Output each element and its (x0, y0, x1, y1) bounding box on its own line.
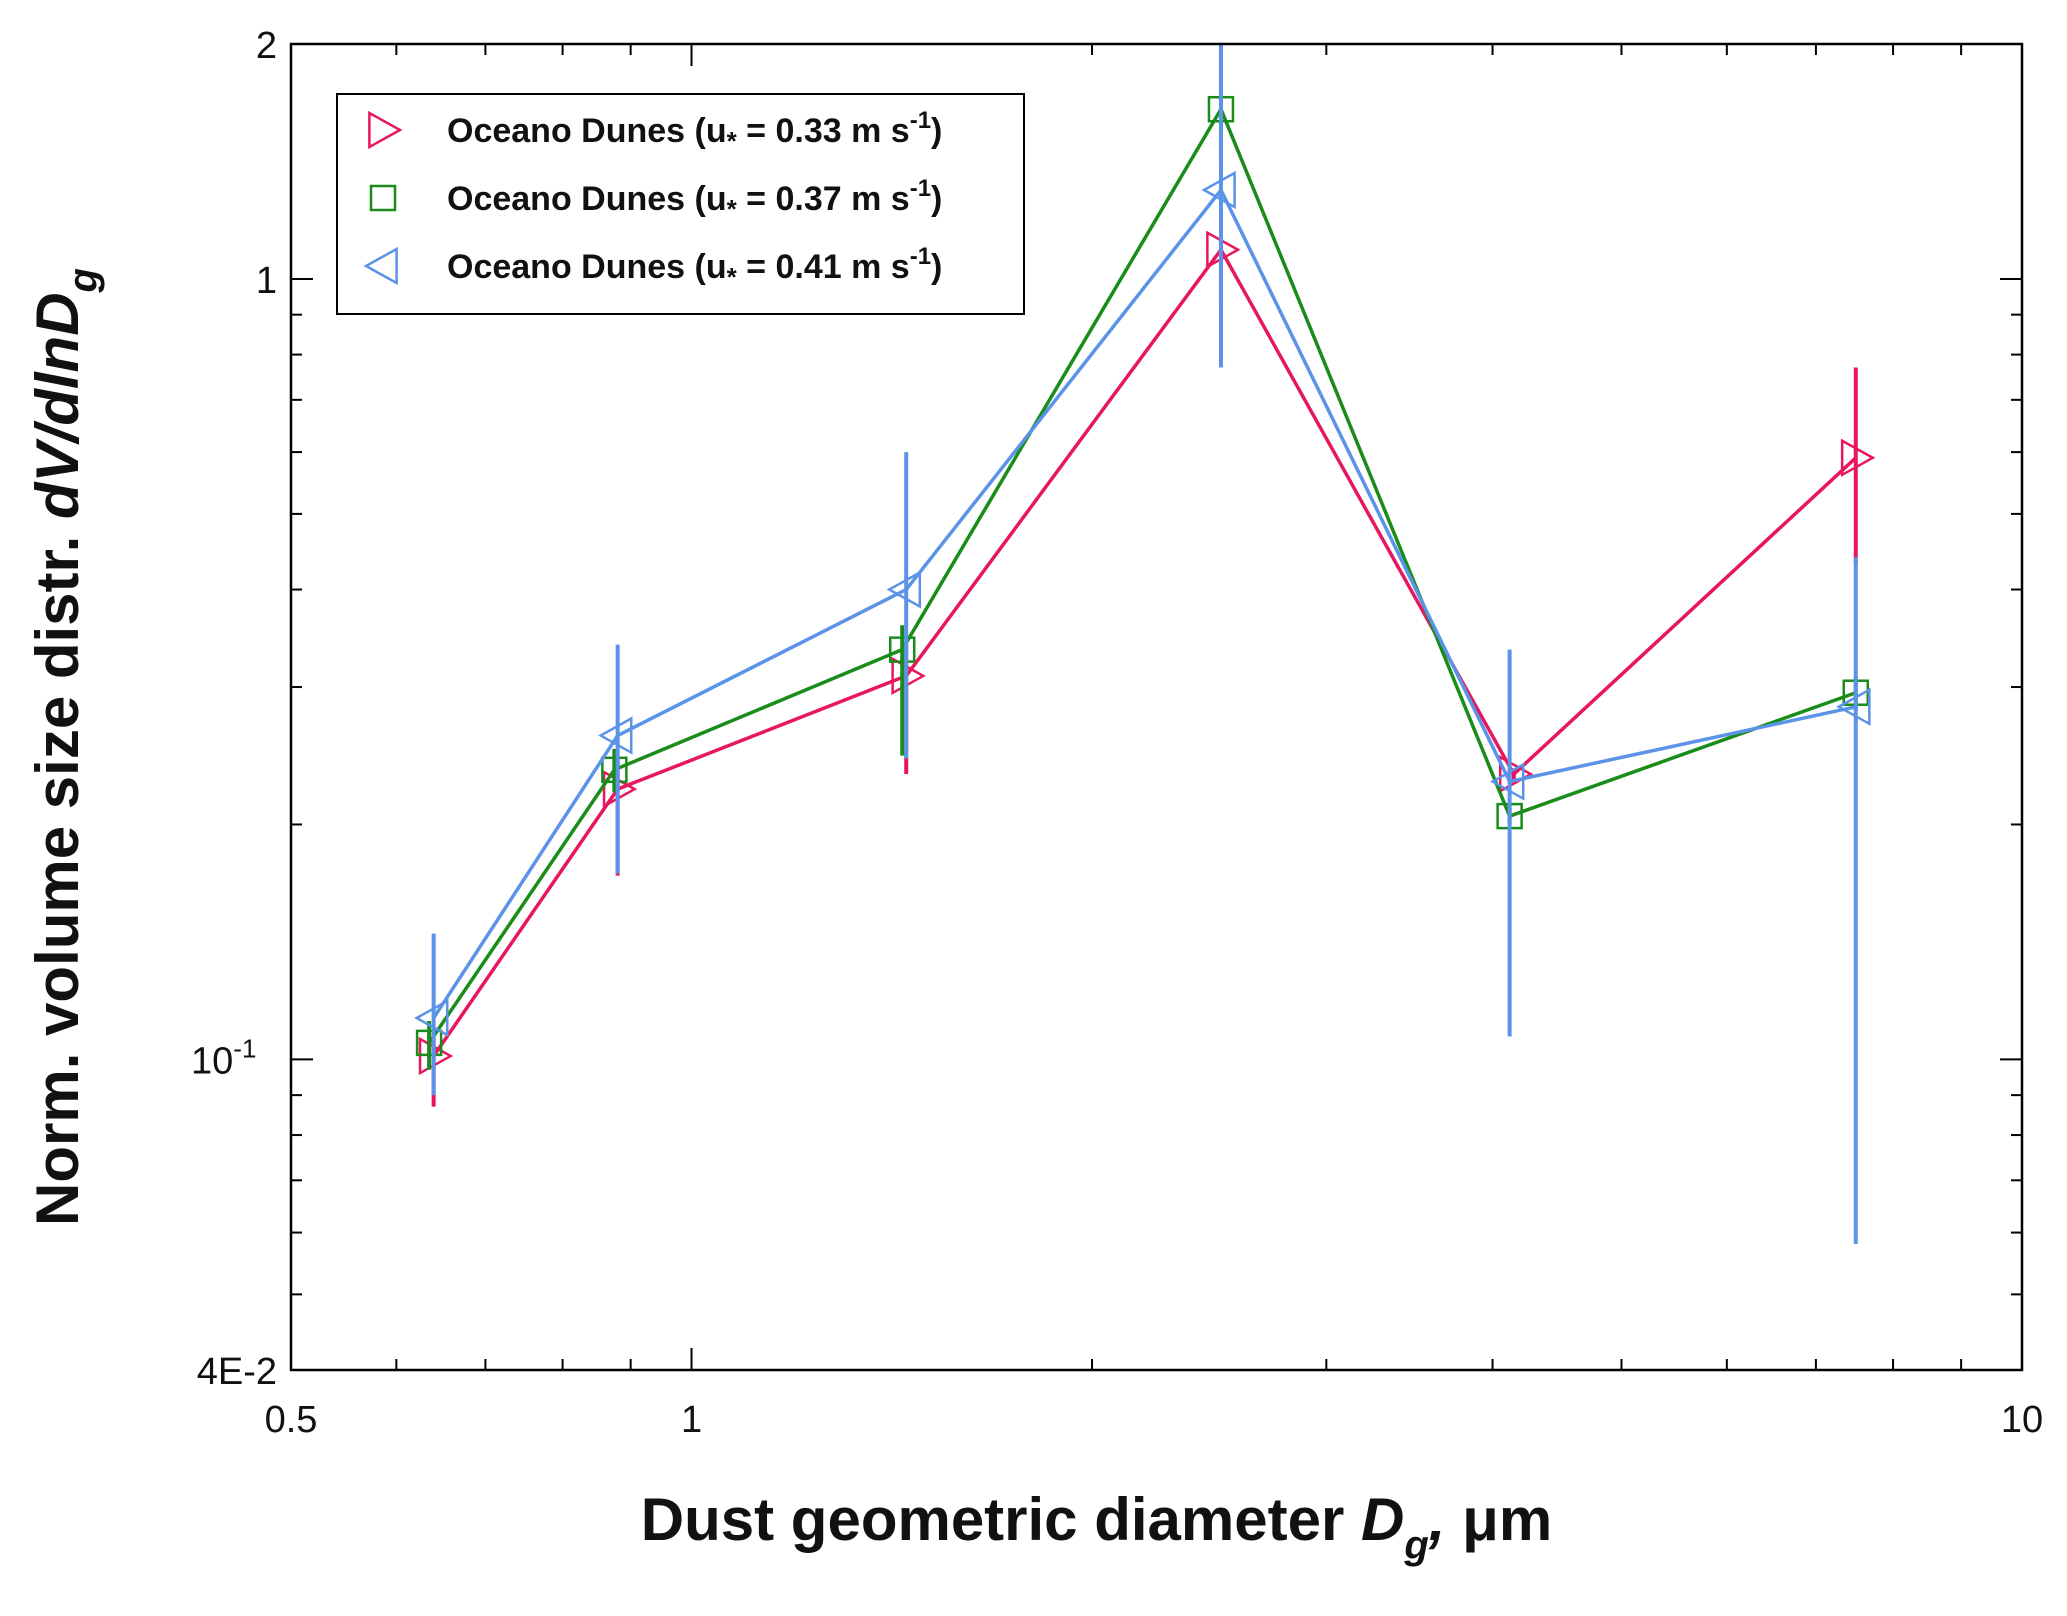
data-point (601, 756, 628, 784)
data-point (1836, 687, 1871, 726)
data-point (414, 998, 449, 1038)
x-axis-title-sub: g (1403, 1523, 1428, 1567)
series-3 (414, 44, 1871, 1245)
x-axis-title: Dust geometric diameter Dg, μm (641, 1486, 1552, 1567)
legend-box (336, 93, 1025, 315)
legend-marker (363, 246, 398, 286)
x-axis-title-comma: , (1428, 1486, 1446, 1553)
legend: Oceano Dunes (u* = 0.33 m s-1) Oceano Dun… (336, 93, 1025, 315)
data-point (598, 716, 633, 755)
data-point (886, 570, 922, 609)
y-tick-label: 2 (256, 25, 277, 67)
data-point (1840, 438, 1876, 477)
y-axis-title-sub: g (61, 268, 105, 293)
data-point (888, 636, 916, 663)
legend-entry: Oceano Dunes (u* = 0.41 m s-1) (447, 243, 942, 292)
legend-entry: Oceano Dunes (u* = 0.33 m s-1) (447, 107, 942, 156)
data-point (1490, 762, 1525, 801)
series-layer (414, 44, 1876, 1245)
legend-marker (369, 184, 397, 212)
data-point (415, 1029, 443, 1057)
data-point (1201, 170, 1236, 210)
x-tick-label: 0.5 (265, 1399, 318, 1441)
series-line (427, 105, 1857, 1044)
y-axis-title-var: dV/dlnD (24, 292, 91, 519)
series-line (432, 186, 1857, 1019)
ticks-layer: 0.5 1 10 4E-2 10-1 1 2 (191, 25, 2043, 1441)
data-point (1498, 755, 1534, 794)
y-tick-label: 4E-2 (197, 1351, 277, 1393)
x-axis-title-unit: μm (1445, 1486, 1552, 1553)
x-axis-title-main: Dust geometric diameter (641, 1486, 1361, 1553)
x-tick-label: 1 (681, 1399, 702, 1441)
series-line (432, 246, 1857, 1058)
y-axis-title: Norm. volume size distr. dV/dlnDg (24, 268, 105, 1226)
y-axis-title-main: Norm. volume size distr. (24, 519, 91, 1226)
x-axis-title-var: D (1361, 1486, 1404, 1553)
x-tick-label: 10 (2001, 1399, 2043, 1441)
y-tick-label: 10-1 (191, 1033, 256, 1082)
legend-marker (368, 110, 403, 150)
plot-frame (289, 42, 2024, 1372)
y-tick-label: 1 (256, 260, 277, 302)
legend-entry: Oceano Dunes (u* = 0.37 m s-1) (447, 175, 942, 224)
